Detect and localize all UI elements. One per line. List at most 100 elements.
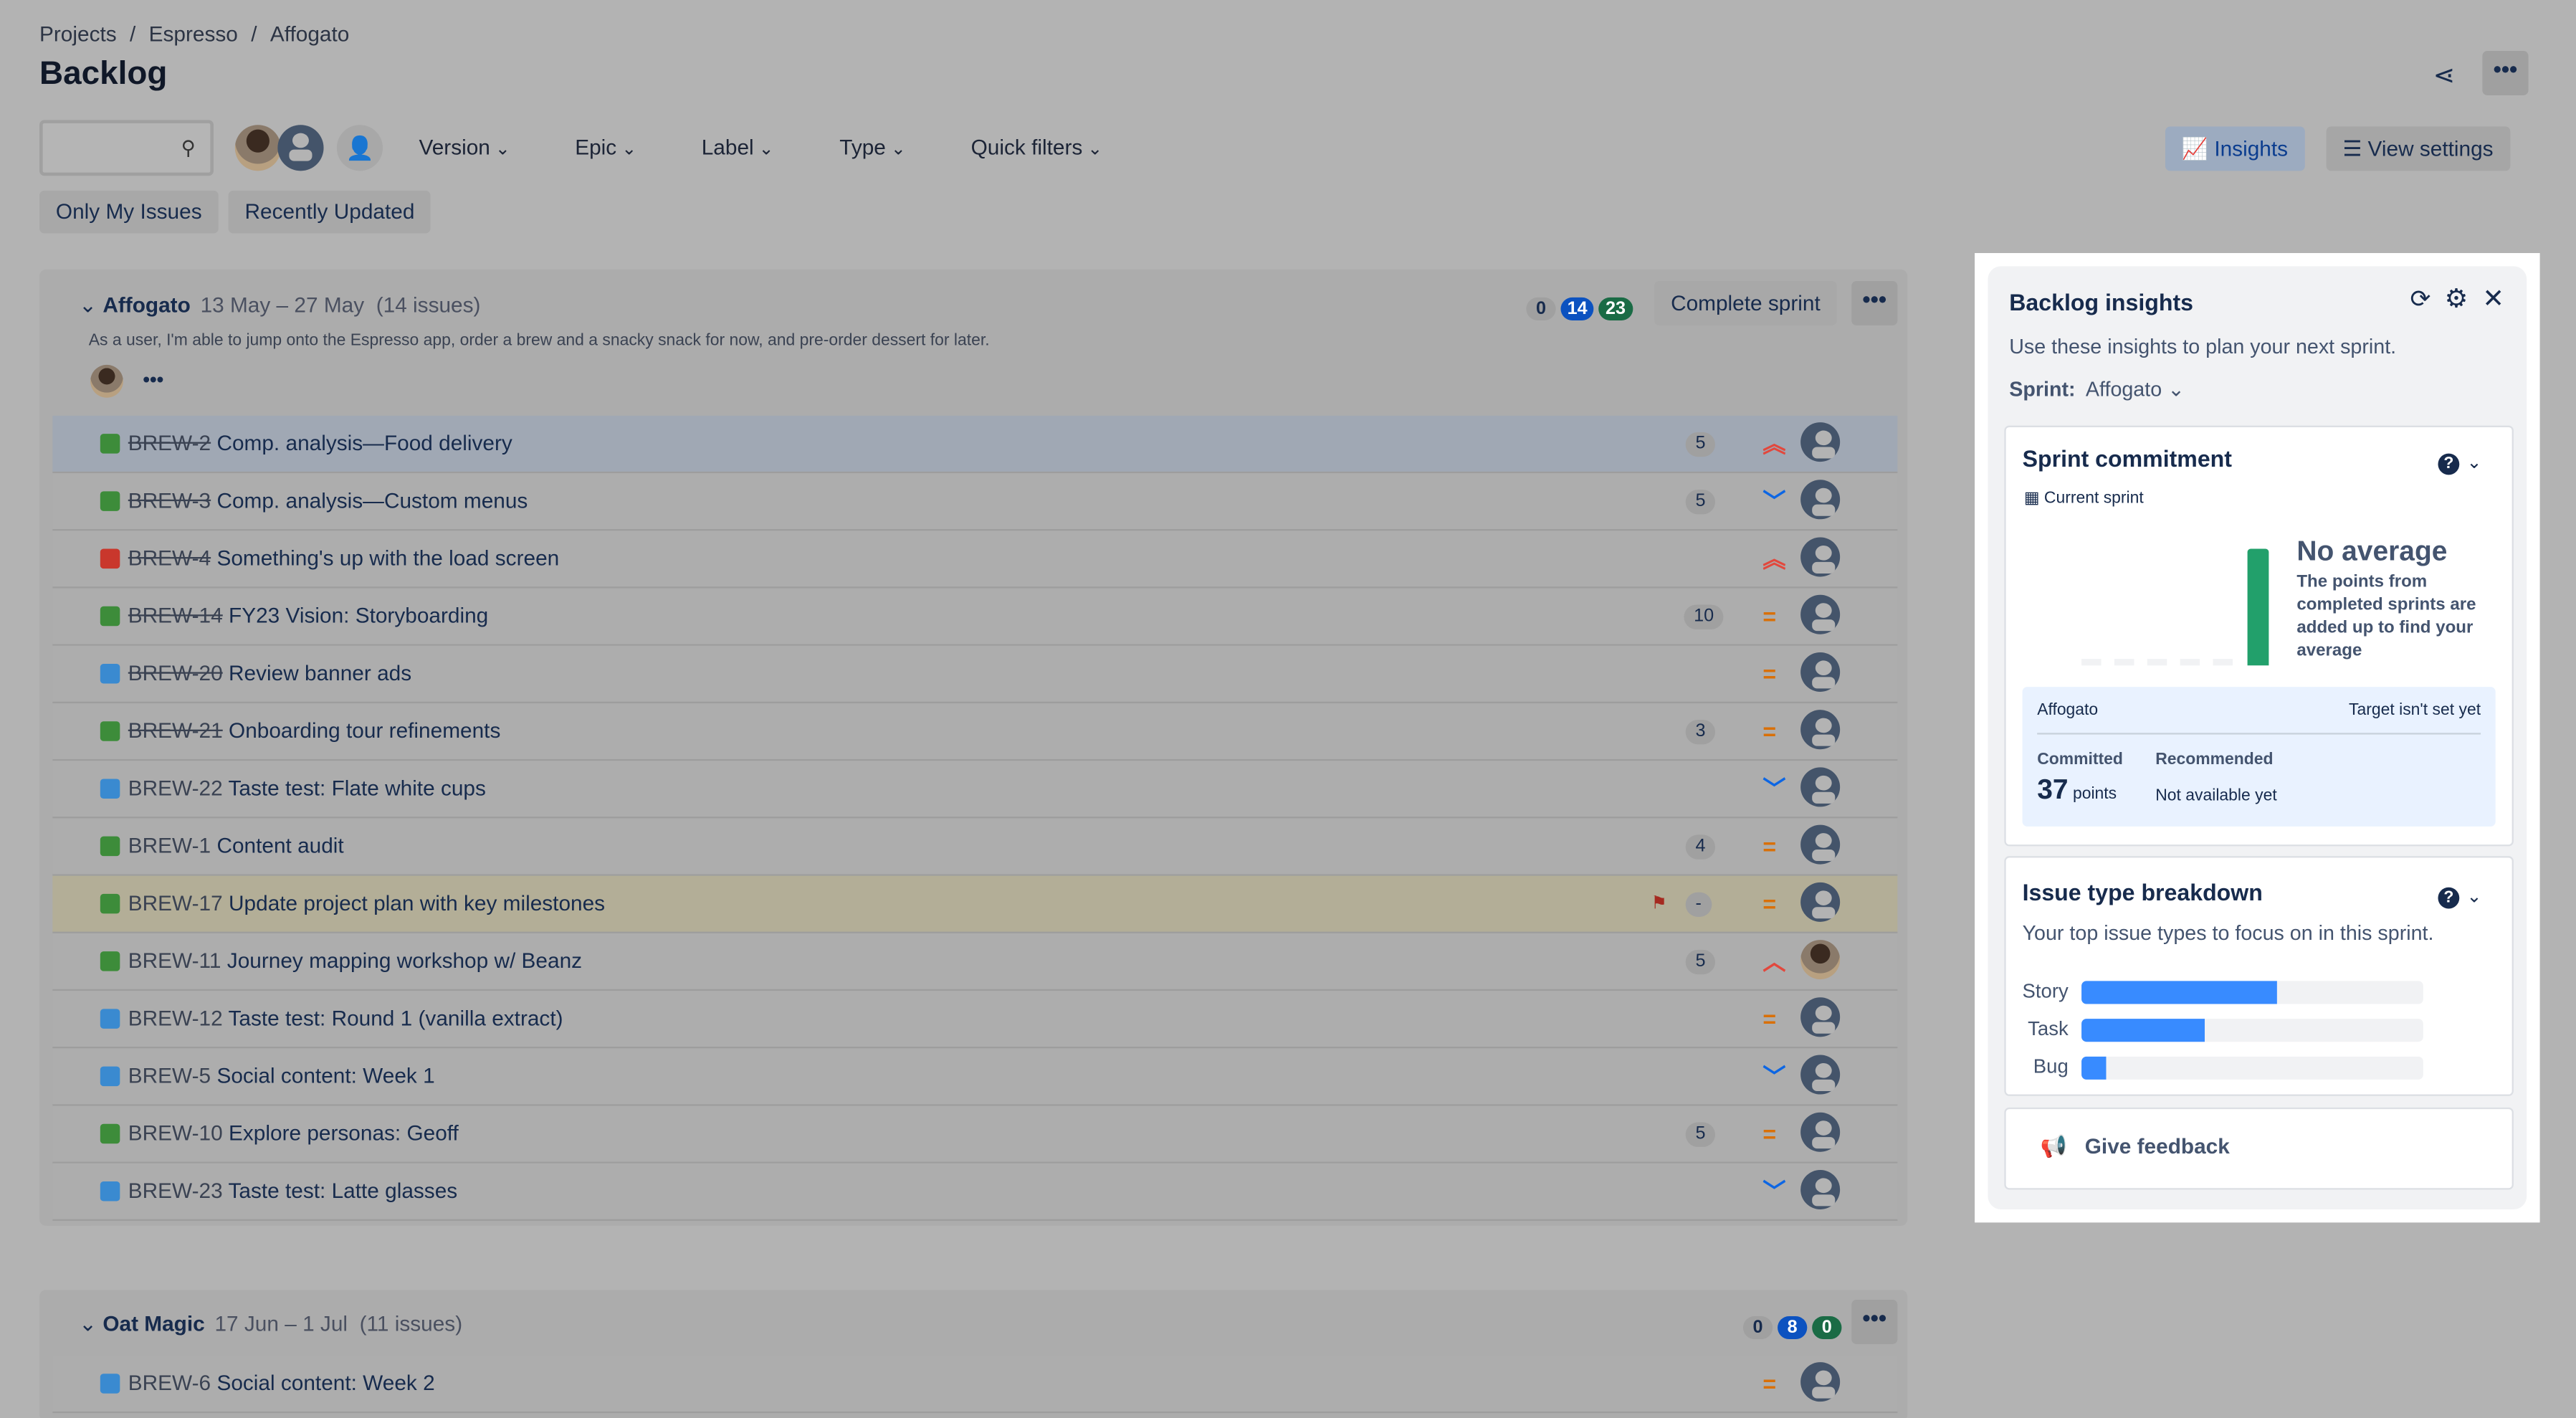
- issue-key[interactable]: BREW-5: [128, 1062, 211, 1088]
- issue-key[interactable]: BREW-4: [128, 545, 211, 571]
- filter-quick[interactable]: Quick filters: [971, 135, 1103, 159]
- breadcrumb-espresso[interactable]: Espresso: [148, 21, 238, 47]
- gear-icon[interactable]: ⚙: [2444, 285, 2468, 314]
- issue-key[interactable]: BREW-23: [128, 1178, 223, 1203]
- issue-row[interactable]: BREW-11 Journey mapping workshop w/ Bean…: [52, 933, 1898, 991]
- issue-summary: Comp. analysis—Custom menus: [216, 487, 528, 513]
- assignee-avatar[interactable]: [1800, 710, 1841, 750]
- story-points-badge: 5: [1685, 1122, 1716, 1147]
- assignee-avatar[interactable]: [1800, 1362, 1841, 1402]
- help-icon[interactable]: ? ⌄: [2438, 447, 2482, 476]
- issue-key[interactable]: BREW-20: [128, 660, 223, 685]
- issue-row[interactable]: BREW-4 Something's up with the load scre…: [52, 530, 1898, 589]
- issue-key[interactable]: BREW-22: [128, 775, 223, 801]
- assignee-avatar[interactable]: [1800, 480, 1841, 520]
- priority-low-icon: ﹀: [1762, 487, 1786, 515]
- share-icon[interactable]: ⋖: [2433, 62, 2456, 91]
- issue-row[interactable]: BREW-6 Social content: Week 2 =: [52, 1355, 1898, 1414]
- issue-row[interactable]: BREW-5 Social content: Week 1 ﹀: [52, 1048, 1898, 1106]
- issue-row[interactable]: BREW-23 Taste test: Latte glasses ﹀: [52, 1163, 1898, 1222]
- breadcrumb-affogato[interactable]: Affogato: [269, 21, 350, 47]
- priority-high-icon: ︿: [1762, 948, 1786, 975]
- issue-key[interactable]: BREW-1: [128, 833, 211, 858]
- issue-key[interactable]: BREW-2: [128, 430, 211, 455]
- assignee-avatar[interactable]: [1800, 1112, 1841, 1152]
- sprint-more-button[interactable]: •••: [1851, 280, 1898, 325]
- issue-summary: Social content: Week 1: [216, 1062, 435, 1088]
- assignee-avatar[interactable]: [1800, 997, 1841, 1037]
- empty-bar: [2180, 659, 2200, 666]
- assignee-avatar[interactable]: [1800, 882, 1841, 922]
- collapse-chevron-icon[interactable]: ⌄: [79, 292, 97, 318]
- sprint-more-button[interactable]: •••: [1851, 1300, 1898, 1344]
- assignee-avatar[interactable]: [1800, 824, 1841, 865]
- issue-summary: Explore personas: Geoff: [229, 1120, 459, 1146]
- assignee-avatar[interactable]: [1800, 1055, 1841, 1095]
- issue-row[interactable]: BREW-3 Comp. analysis—Custom menus 5 ﹀: [52, 473, 1898, 531]
- recently-updated-button[interactable]: Recently Updated: [228, 190, 431, 234]
- issue-key[interactable]: BREW-21: [128, 718, 223, 743]
- insights-subtitle: Use these insights to plan your next spr…: [2009, 335, 2397, 358]
- insights-title: Backlog insights: [2009, 289, 2194, 316]
- sprint-selector[interactable]: Sprint: Affogato ⌄: [2009, 378, 2185, 401]
- filter-label[interactable]: Label: [702, 135, 774, 159]
- issue-key[interactable]: BREW-10: [128, 1120, 223, 1146]
- issue-key[interactable]: BREW-12: [128, 1005, 223, 1031]
- issue-key[interactable]: BREW-17: [128, 890, 223, 915]
- issue-row[interactable]: BREW-10 Explore personas: Geoff 5 =: [52, 1105, 1898, 1164]
- avatar[interactable]: [234, 125, 281, 171]
- assignee-avatar[interactable]: [1800, 1169, 1841, 1209]
- view-settings-button[interactable]: ☰ View settings: [2326, 126, 2510, 171]
- empty-bar: [2081, 659, 2102, 666]
- filter-type[interactable]: Type: [839, 135, 906, 159]
- refresh-icon[interactable]: ⟳: [2410, 285, 2431, 314]
- assignee-avatar[interactable]: [1800, 537, 1841, 577]
- assignee-avatar[interactable]: [1800, 940, 1841, 980]
- assignee-avatar[interactable]: [1800, 594, 1841, 634]
- story-points-badge: 5: [1685, 949, 1716, 975]
- close-icon[interactable]: ✕: [2482, 285, 2505, 314]
- give-feedback-button[interactable]: 📢 Give feedback: [2004, 1107, 2514, 1190]
- issue-key[interactable]: BREW-6: [128, 1370, 211, 1395]
- more-actions-button[interactable]: •••: [2482, 51, 2529, 95]
- collapse-chevron-icon[interactable]: ⌄: [79, 1311, 97, 1336]
- avatar[interactable]: [277, 125, 324, 171]
- issue-row[interactable]: BREW-14 FY23 Vision: Storyboarding 10 =: [52, 588, 1898, 646]
- task-type-icon: [100, 664, 120, 684]
- help-icon[interactable]: ? ⌄: [2438, 881, 2482, 910]
- insights-button[interactable]: 📈 Insights: [2165, 126, 2304, 171]
- search-input[interactable]: ⚲: [39, 120, 214, 176]
- issue-row[interactable]: BREW-20 Review banner ads =: [52, 645, 1898, 704]
- issue-row[interactable]: BREW-12 Taste test: Round 1 (vanilla ext…: [52, 991, 1898, 1049]
- filter-version[interactable]: Version: [419, 135, 510, 159]
- issue-summary: Something's up with the load screen: [216, 545, 560, 571]
- only-my-issues-button[interactable]: Only My Issues: [39, 190, 219, 234]
- more-assignees-icon[interactable]: •••: [143, 368, 164, 391]
- priority-medium-icon: =: [1762, 1005, 1777, 1032]
- issue-summary: Update project plan with key milestones: [229, 890, 606, 915]
- issue-row[interactable]: BREW-2 Comp. analysis—Food delivery 5 ︽: [52, 415, 1898, 474]
- filter-epic[interactable]: Epic: [575, 135, 636, 159]
- flag-icon: ⚑: [1651, 893, 1668, 914]
- issue-key[interactable]: BREW-14: [128, 603, 223, 628]
- issue-row[interactable]: BREW-22 Taste test: Flate white cups ﹀: [52, 761, 1898, 819]
- avatar[interactable]: [90, 364, 123, 398]
- assignee-avatar[interactable]: [1800, 652, 1841, 692]
- assignee-avatar[interactable]: [1800, 767, 1841, 807]
- breadcrumb-projects[interactable]: Projects: [39, 21, 117, 47]
- complete-sprint-button[interactable]: Complete sprint: [1654, 280, 1837, 325]
- issue-summary: Review banner ads: [229, 660, 412, 685]
- sprint-header: ⌄ Affogato 13 May – 27 May (14 issues): [79, 292, 481, 318]
- issue-row[interactable]: BREW-17 Update project plan with key mil…: [52, 875, 1898, 933]
- issue-row[interactable]: BREW-21 Onboarding tour refinements 3 =: [52, 703, 1898, 761]
- assignee-avatar[interactable]: [1800, 422, 1841, 462]
- issue-row[interactable]: BREW-1 Content audit 4 =: [52, 818, 1898, 876]
- story-points-badge: 5: [1685, 490, 1716, 515]
- issue-summary: Social content: Week 2: [216, 1370, 435, 1395]
- card-title: Sprint commitment: [2022, 445, 2232, 472]
- add-people-icon[interactable]: 👤: [336, 125, 383, 171]
- story-points-badge: -: [1685, 892, 1712, 917]
- issue-key[interactable]: BREW-11: [128, 948, 221, 973]
- issue-key[interactable]: BREW-3: [128, 487, 211, 513]
- issue-summary: Taste test: Latte glasses: [228, 1178, 458, 1203]
